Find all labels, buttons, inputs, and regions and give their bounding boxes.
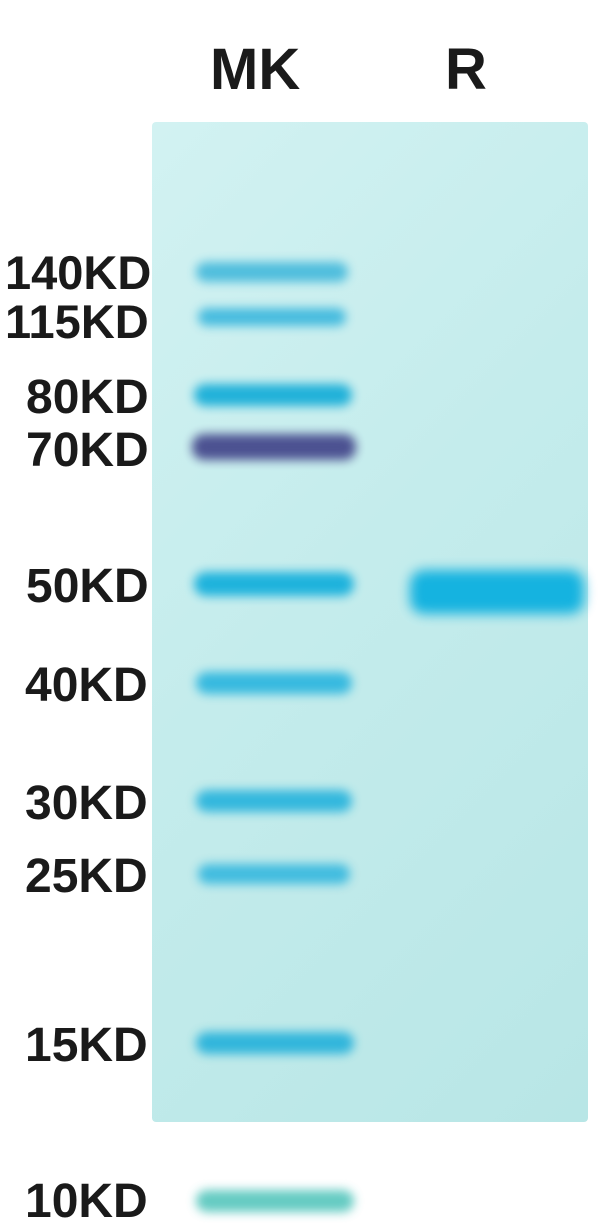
marker-band: [198, 864, 350, 884]
mw-label: 70KD: [26, 423, 149, 478]
lane-header-mk: MK: [210, 36, 300, 103]
mw-label: 115KD: [5, 294, 149, 349]
marker-band: [192, 434, 356, 460]
marker-band: [196, 1032, 354, 1054]
mw-label: 50KD: [26, 559, 149, 614]
marker-band: [194, 384, 352, 406]
marker-band: [196, 672, 352, 694]
mw-label: 10KD: [25, 1174, 148, 1229]
mw-label: 140KD: [5, 245, 151, 300]
mw-label: 40KD: [25, 658, 148, 713]
mw-label: 30KD: [25, 776, 148, 831]
marker-band: [196, 1190, 354, 1212]
marker-band: [196, 262, 348, 282]
mw-label: 80KD: [26, 370, 149, 425]
sds-page-gel-figure: MK R 140KD115KD 80KD70KD 50KD 40KD 30KD 25KD 1…: [0, 0, 600, 1144]
marker-band: [196, 790, 352, 812]
mw-label: 15KD: [25, 1018, 148, 1073]
lane-header-r: R: [445, 36, 487, 103]
mw-label: 25KD: [25, 849, 148, 904]
marker-band: [198, 308, 346, 326]
sample-band: [410, 570, 584, 614]
marker-band: [194, 572, 354, 596]
